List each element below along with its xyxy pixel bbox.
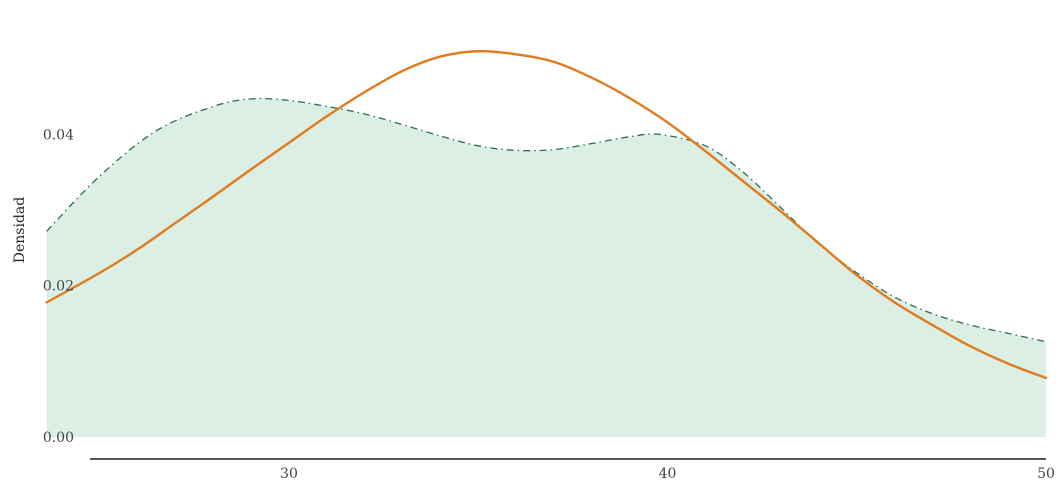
x-tick-label: 50 bbox=[1037, 466, 1055, 482]
y-tick-label: 0.02 bbox=[43, 279, 74, 295]
normal-curve-line bbox=[45, 50, 1048, 380]
y-tick-label: 0.00 bbox=[43, 430, 74, 446]
x-tick-label: 30 bbox=[280, 466, 298, 482]
x-tick-label: 40 bbox=[659, 466, 677, 482]
y-axis-ticks: 0.00 0.02 0.04 bbox=[43, 127, 74, 446]
y-tick-label: 0.04 bbox=[43, 127, 74, 143]
y-axis-title: Densidad bbox=[12, 197, 28, 263]
plot-area bbox=[45, 50, 1048, 437]
density-dashed-line bbox=[46, 97, 1047, 343]
density-area-fill bbox=[46, 98, 1046, 437]
x-axis-ticks: 30 40 50 bbox=[280, 466, 1055, 482]
